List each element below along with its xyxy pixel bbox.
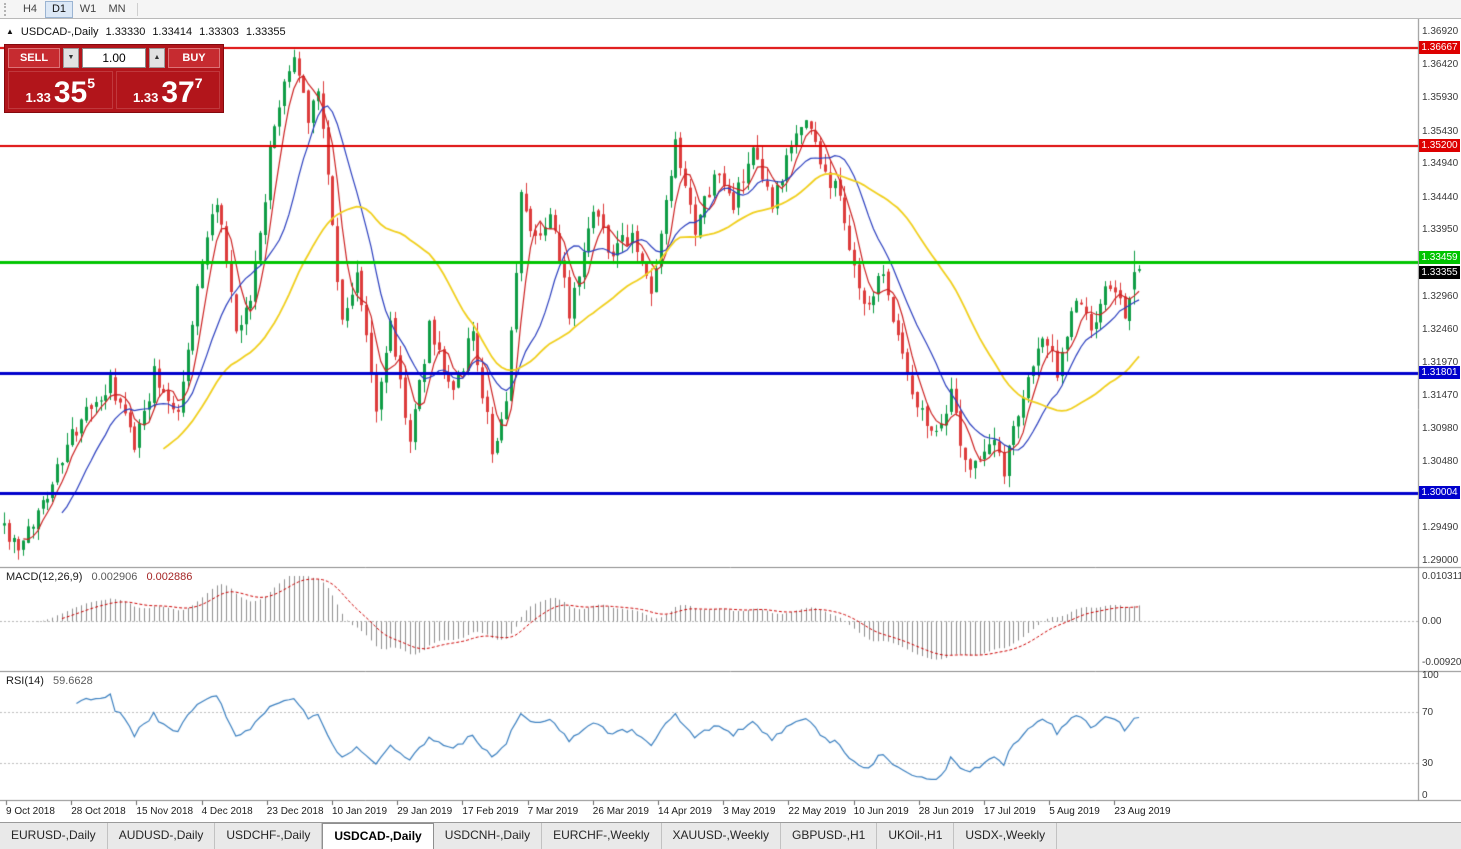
price-axis-label: 1.33950 (1422, 224, 1459, 236)
chart-tab-gbpusd[interactable]: GBPUSD-,H1 (781, 823, 878, 849)
chart-tab-eurusd[interactable]: EURUSD-,Daily (0, 823, 108, 849)
date-axis-label: 15 Nov 2018 (136, 806, 194, 817)
ohlc-close: 1.33355 (245, 26, 286, 38)
chart-ohlc-header: ▲ USDCAD-,Daily 1.33330 1.33414 1.33303 … (6, 26, 286, 38)
date-axis-label: 10 Jun 2019 (853, 806, 909, 817)
sell-price-prefix: 1.33 (25, 89, 51, 105)
ohlc-open: 1.33330 (105, 26, 146, 38)
price-axis-label: 1.30480 (1422, 456, 1459, 468)
rsi-axis-label: 0 (1422, 790, 1428, 801)
chart-tab-audusd[interactable]: AUDUSD-,Daily (107, 823, 216, 849)
ohlc-high: 1.33414 (152, 26, 193, 38)
chart-tab-usdchf[interactable]: USDCHF-,Daily (215, 823, 323, 849)
price-axis-label: 1.29490 (1422, 522, 1459, 534)
date-axis-label: 23 Dec 2018 (266, 806, 324, 817)
price-level-badge: 1.35200 (1419, 138, 1460, 152)
buy-price-prefix: 1.33 (133, 89, 159, 105)
price-axis-label: 1.32960 (1422, 290, 1459, 302)
date-axis-label: 28 Jun 2019 (918, 806, 974, 817)
rsi-value: 59.6628 (52, 675, 93, 687)
chart-symbol-title: USDCAD-,Daily (20, 26, 99, 38)
sell-button[interactable]: SELL (8, 48, 60, 68)
toolbar-grip[interactable] (4, 2, 10, 16)
macd-axis-label: 0.010311 (1422, 571, 1461, 582)
sell-price-digits: 35 (53, 75, 88, 109)
date-axis-label: 14 Apr 2019 (658, 806, 712, 817)
sell-price-pips: 5 (87, 75, 95, 91)
buy-button[interactable]: BUY (168, 48, 220, 68)
volume-input[interactable] (83, 49, 145, 67)
volume-decrease-button[interactable]: ▼ (63, 48, 79, 68)
rsi-axis-label: 30 (1422, 758, 1434, 769)
date-axis-label: 9 Oct 2018 (6, 806, 55, 817)
price-axis-label: 1.34940 (1422, 158, 1459, 170)
date-axis-label: 17 Feb 2019 (462, 806, 519, 817)
buy-price-pips: 7 (194, 75, 203, 91)
macd-signal-value: 0.002886 (146, 571, 193, 583)
macd-axis-label: -0.009203 (1422, 657, 1461, 668)
volume-increase-button[interactable]: ▲ (149, 48, 165, 68)
date-axis-label: 23 Aug 2019 (1114, 806, 1171, 817)
date-axis-label: 5 Aug 2019 (1049, 806, 1100, 817)
date-axis-label: 26 Mar 2019 (592, 806, 649, 817)
macd-indicator-label: MACD(12,26,9) 0.002906 0.002886 (6, 571, 192, 583)
buy-price-digits: 37 (161, 75, 195, 109)
rsi-axis-label: 70 (1422, 707, 1434, 718)
timeframe-button-d1[interactable]: D1 (45, 0, 73, 18)
macd-title: MACD(12,26,9) (6, 571, 83, 583)
date-axis-label: 3 May 2019 (723, 806, 776, 817)
price-level-badge: 1.31801 (1419, 365, 1460, 379)
timeframe-toolbar: H4 D1 W1 MN (0, 0, 1461, 19)
chart-tab-usdx[interactable]: USDX-,Weekly (954, 823, 1058, 849)
date-axis-label: 17 Jul 2019 (984, 806, 1036, 817)
chart-tab-ukoil[interactable]: UKOil-,H1 (877, 823, 955, 849)
price-axis-label: 1.31970 (1422, 356, 1459, 368)
price-level-badge: 1.30004 (1419, 485, 1460, 499)
sell-price-button[interactable]: 1.33 35 5 (8, 71, 113, 109)
rsi-axis-label: 100 (1422, 670, 1439, 681)
price-axis-label: 1.35930 (1422, 92, 1459, 104)
chart-tab-usdcad[interactable]: USDCAD-,Daily (322, 823, 434, 849)
chart-tab-usdcnh[interactable]: USDCNH-,Daily (433, 823, 543, 849)
price-level-badge: 1.36667 (1419, 40, 1460, 54)
buy-price-button[interactable]: 1.33 37 7 (115, 71, 220, 109)
price-axis-label: 1.34440 (1422, 191, 1459, 203)
chart-tab-xauusd[interactable]: XAUUSD-,Weekly (661, 823, 781, 849)
timeframe-button-w1[interactable]: W1 (79, 2, 97, 15)
timeframe-button-mn[interactable]: MN (108, 2, 126, 15)
date-axis-label: 10 Jan 2019 (332, 806, 388, 817)
macd-main-value: 0.002906 (91, 571, 138, 583)
chart-tab-eurchf[interactable]: EURCHF-,Weekly (542, 823, 662, 849)
price-axis-label: 1.31470 (1422, 390, 1459, 402)
price-axis-label: 1.36920 (1422, 26, 1459, 37)
collapse-triangle-icon[interactable]: ▲ (6, 26, 14, 36)
macd-axis-label: 0.00 (1422, 616, 1442, 627)
current-price-badge: 1.33355 (1419, 266, 1460, 280)
timeframe-button-h4[interactable]: H4 (22, 2, 38, 15)
date-axis-label: 28 Oct 2018 (71, 806, 126, 817)
date-axis-label: 29 Jan 2019 (397, 806, 453, 817)
date-axis-label: 7 Mar 2019 (527, 806, 579, 817)
price-axis-label: 1.32460 (1422, 323, 1459, 335)
ohlc-low: 1.33303 (199, 26, 239, 38)
date-axis-label: 4 Dec 2018 (201, 806, 253, 817)
price-axis-label: 1.36420 (1422, 59, 1459, 71)
one-click-trade-panel: SELL ▼ ▲ BUY 1.33 35 5 1.33 37 7 (4, 44, 224, 113)
price-level-badge: 1.33459 (1419, 251, 1460, 265)
chart-tabs-bar: EURUSD-,Daily AUDUSD-,Daily USDCHF-,Daily U… (0, 822, 1461, 849)
date-axis-label: 22 May 2019 (788, 806, 847, 817)
price-axis-label: 1.29000 (1422, 555, 1459, 566)
rsi-title: RSI(14) (6, 675, 44, 687)
price-axis-label: 1.30980 (1422, 422, 1459, 434)
toolbar-separator (137, 2, 138, 16)
price-axis-label: 1.35430 (1422, 125, 1459, 137)
rsi-indicator-label: RSI(14) 59.6628 (6, 675, 93, 687)
